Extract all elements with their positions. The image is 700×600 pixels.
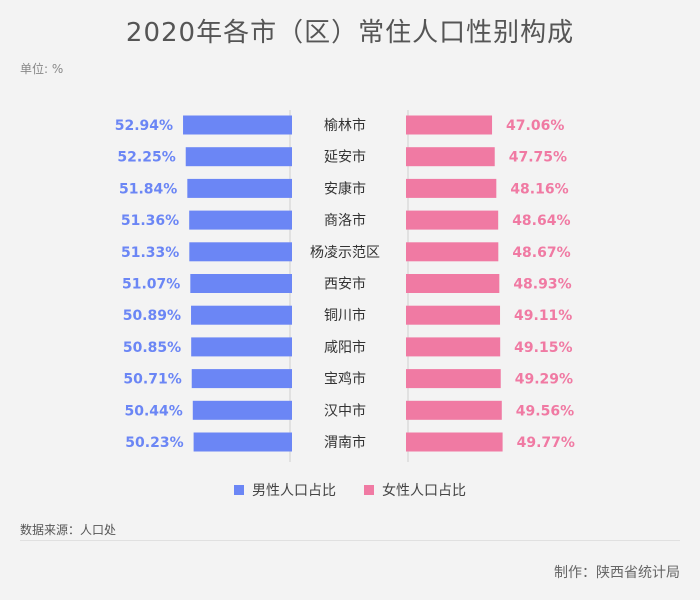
data-source: 数据来源：人口处 (20, 523, 117, 537)
male-bar (185, 147, 292, 167)
category-label: 榆林市 (324, 117, 366, 134)
male-bar (191, 369, 292, 389)
male-value-label: 50.44% (124, 403, 182, 419)
female-value-label: 49.56% (516, 403, 574, 419)
female-value-label: 48.93% (513, 277, 571, 293)
female-bar (406, 210, 499, 230)
female-value-label: 47.75% (509, 150, 567, 166)
male-value-label: 51.84% (119, 181, 177, 197)
legend-item-male: 男性人口占比 (234, 480, 336, 500)
male-bar (191, 305, 292, 325)
female-bar (406, 400, 502, 420)
male-bar (189, 210, 292, 230)
male-value-label: 50.71% (123, 372, 181, 388)
legend-swatch-female (364, 485, 374, 495)
footer-credit: 制作：陕西省统计局 (554, 565, 680, 581)
male-value-label: 51.33% (121, 245, 179, 261)
female-value-label: 48.16% (510, 181, 568, 197)
male-bar (183, 115, 292, 135)
category-label: 咸阳市 (324, 339, 366, 356)
female-bar (406, 369, 501, 389)
category-label: 汉中市 (324, 402, 366, 419)
female-value-label: 49.11% (514, 308, 572, 324)
female-value-label: 49.15% (514, 340, 572, 356)
female-bar (406, 242, 499, 262)
male-value-label: 50.89% (123, 308, 181, 324)
female-bar (406, 178, 497, 198)
category-label: 延安市 (324, 149, 366, 166)
female-bar (406, 274, 500, 293)
male-value-label: 50.85% (123, 340, 181, 356)
female-bar (406, 147, 495, 167)
female-value-label: 48.64% (512, 213, 570, 229)
category-label: 西安市 (324, 276, 366, 293)
male-value-label: 51.07% (122, 277, 180, 293)
female-bar (406, 432, 503, 452)
male-value-label: 52.25% (117, 150, 175, 166)
male-bar (189, 242, 292, 262)
category-label: 宝鸡市 (324, 371, 366, 388)
male-value-label: 52.94% (115, 118, 173, 134)
legend-item-female: 女性人口占比 (364, 480, 466, 500)
category-label: 铜川市 (324, 307, 366, 324)
female-bar (406, 337, 501, 357)
male-value-label: 51.36% (121, 213, 179, 229)
chart-legend: 男性人口占比 女性人口占比 (0, 480, 700, 500)
female-value-label: 49.77% (517, 435, 575, 451)
male-value-label: 50.23% (125, 435, 183, 451)
unit-label: 单位: % (20, 62, 64, 76)
female-value-label: 47.06% (506, 118, 564, 134)
male-bar (191, 337, 292, 357)
legend-swatch-male (234, 485, 244, 495)
chart-title: 2020年各市（区）常住人口性别构成 (125, 18, 575, 48)
female-value-label: 48.67% (512, 245, 570, 261)
legend-label-female: 女性人口占比 (382, 483, 466, 499)
male-bar (187, 178, 292, 198)
category-label: 商洛市 (324, 212, 366, 229)
male-bar (190, 274, 292, 293)
male-bar (193, 432, 292, 452)
category-label: 安康市 (324, 180, 366, 197)
female-bar (406, 115, 493, 135)
female-bar (406, 305, 501, 325)
category-label: 杨凌示范区 (310, 244, 380, 261)
female-value-label: 49.29% (515, 372, 573, 388)
legend-label-male: 男性人口占比 (252, 483, 336, 499)
category-label: 渭南市 (324, 434, 366, 451)
male-bar (192, 400, 292, 420)
footer-divider (20, 540, 680, 541)
